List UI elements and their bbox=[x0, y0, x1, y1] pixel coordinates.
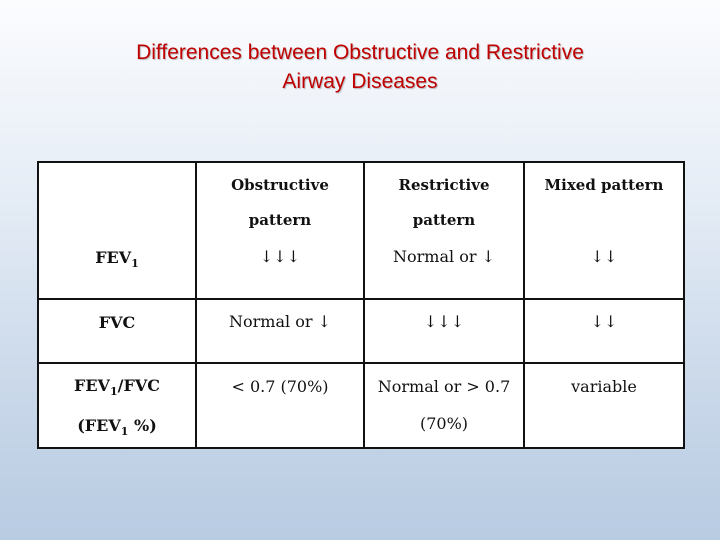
row-label-fev1-fvc: FEV1/FVC (FEV1 %) bbox=[39, 376, 195, 438]
slide-title-line-2: Airway Diseases bbox=[282, 70, 438, 93]
cell-ratio-restrictive-line-1: Normal or > 0.7 bbox=[377, 377, 511, 396]
cell-fvc-restrictive: ↓↓↓ bbox=[423, 312, 465, 331]
slide-title-line-1: Differences between Obstructive and Rest… bbox=[136, 41, 584, 64]
row-label-fvc: FVC bbox=[98, 313, 136, 332]
table-divider-col-3 bbox=[523, 163, 525, 447]
cell-fev1-obstructive: ↓↓↓ bbox=[259, 247, 301, 266]
table-divider-col-1 bbox=[195, 163, 197, 447]
row-label-fev1-fvc-line-2: (FEV1 %) bbox=[39, 416, 195, 438]
row-label-fev1-fvc-line-1-b: /FVC bbox=[117, 376, 160, 395]
row-label-fev1-fvc-line-1-sub: 1 bbox=[109, 385, 118, 398]
slide-title: Differences between Obstructive and Rest… bbox=[0, 38, 720, 96]
header-restrictive-line-1: Restrictive bbox=[398, 176, 490, 194]
cell-fev1-restrictive: Normal or ↓ bbox=[393, 247, 495, 266]
row-label-fev1-fvc-line-2-sub: 1 bbox=[120, 425, 129, 438]
cell-ratio-obstructive: < 0.7 (70%) bbox=[231, 377, 329, 396]
header-restrictive-line-2: pattern bbox=[412, 211, 476, 229]
header-obstructive-line-1: Obstructive bbox=[231, 176, 329, 194]
cell-ratio-restrictive-line-2: (70%) bbox=[419, 414, 469, 433]
table-divider-row-2 bbox=[39, 362, 683, 364]
row-label-fev1-fvc-line-2-a: (FEV bbox=[77, 416, 121, 435]
header-obstructive-line-2: pattern bbox=[248, 211, 312, 229]
row-label-fev1-fvc-line-2-b: %) bbox=[128, 416, 157, 435]
row-label-fev1-sub: 1 bbox=[131, 257, 139, 270]
row-label-fev1: FEV1 bbox=[39, 248, 195, 270]
row-label-fev1-main: FEV bbox=[95, 248, 132, 267]
table-divider-col-2 bbox=[363, 163, 365, 447]
cell-ratio-mixed: variable bbox=[571, 377, 637, 396]
cell-fvc-obstructive: Normal or ↓ bbox=[229, 312, 331, 331]
header-mixed: Mixed pattern bbox=[544, 176, 664, 194]
cell-fev1-mixed: ↓↓ bbox=[590, 247, 618, 266]
table-divider-row-1 bbox=[39, 298, 683, 300]
row-label-fev1-fvc-line-1: FEV1/FVC bbox=[39, 376, 195, 398]
cell-fvc-mixed: ↓↓ bbox=[590, 312, 618, 331]
comparison-table: Obstructive pattern Restrictive pattern … bbox=[37, 161, 685, 449]
header-obstructive: Obstructive pattern bbox=[197, 175, 363, 230]
cell-ratio-restrictive: Normal or > 0.7 (70%) bbox=[365, 377, 523, 434]
header-restrictive: Restrictive pattern bbox=[365, 175, 523, 230]
row-label-fev1-fvc-line-1-a: FEV bbox=[74, 376, 110, 395]
